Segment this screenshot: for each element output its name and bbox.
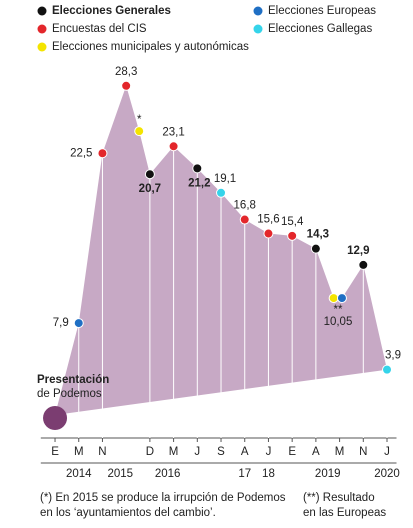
x-tick-label: N [98,446,106,458]
legend-label: Elecciones Generales [52,5,171,17]
legend-dot [37,6,47,16]
legend-dot [253,6,263,16]
legend-label: Encuestas del CIS [52,23,147,35]
x-tick-label: M [169,446,179,458]
value-label: 7,9 [53,317,69,329]
x-tick-label: M [74,446,84,458]
legend-dot [37,24,47,34]
point [382,364,393,375]
value-label: 21,2 [188,177,210,189]
point [358,259,369,270]
value-label: 19,1 [214,173,236,185]
legend-dot [37,42,47,52]
year-label: 17 [238,468,251,480]
year-label: 2020 [374,468,400,480]
point [134,126,145,137]
year-label: 2014 [66,468,92,480]
start-point [43,406,68,430]
annotation: ** [333,304,342,316]
x-tick-label: J [194,446,200,458]
value-label: 20,7 [139,183,161,195]
value-label: 28,3 [115,66,137,78]
x-tick-label: D [146,446,154,458]
x-tick-label: S [217,446,225,458]
x-tick-label: M [335,446,345,458]
x-tick-label: E [288,446,296,458]
legend-label: Elecciones municipales y autonómicas [52,41,249,53]
point [287,230,298,241]
year-label: 2016 [155,468,181,480]
year-label: 18 [262,468,275,480]
point [328,293,339,304]
point [192,163,203,174]
x-tick-label: N [359,446,367,458]
value-label: 12,9 [347,245,369,257]
x-tick-label: A [241,446,249,458]
point [310,243,321,254]
point [168,141,179,152]
start-label: Presentación [37,374,109,386]
x-tick-label: A [312,446,320,458]
point [73,318,84,329]
value-label: 10,05 [324,316,353,328]
point [336,293,347,304]
point [144,169,155,180]
legend-label: Elecciones Europeas [268,5,376,17]
value-label: 15,6 [257,214,279,226]
value-label: 14,3 [307,229,329,241]
year-label: 2015 [107,468,133,480]
footnote: en los ‘ayuntamientos del cambio’. [40,507,216,519]
point [97,148,108,159]
year-label: 2019 [315,468,341,480]
point [239,214,250,225]
value-label: 3,9 [385,350,401,362]
annotation: * [137,114,142,126]
x-tick-label: J [266,446,272,458]
value-label: 23,1 [162,126,184,138]
value-label: 16,8 [234,200,256,212]
point [121,80,132,91]
footnote: (**) Resultado [303,492,375,504]
value-label: 22,5 [70,147,92,159]
x-tick-label: J [384,446,390,458]
start-label: de Podemos [37,388,102,400]
legend-dot [253,24,263,34]
point [263,228,274,239]
footnote: (*) En 2015 se produce la irrupción de P… [40,492,286,504]
point [216,187,227,198]
legend-label: Elecciones Gallegas [268,23,372,35]
x-tick-label: E [51,446,59,458]
value-label: 15,4 [281,216,304,228]
footnote: en las Europeas [303,507,386,519]
